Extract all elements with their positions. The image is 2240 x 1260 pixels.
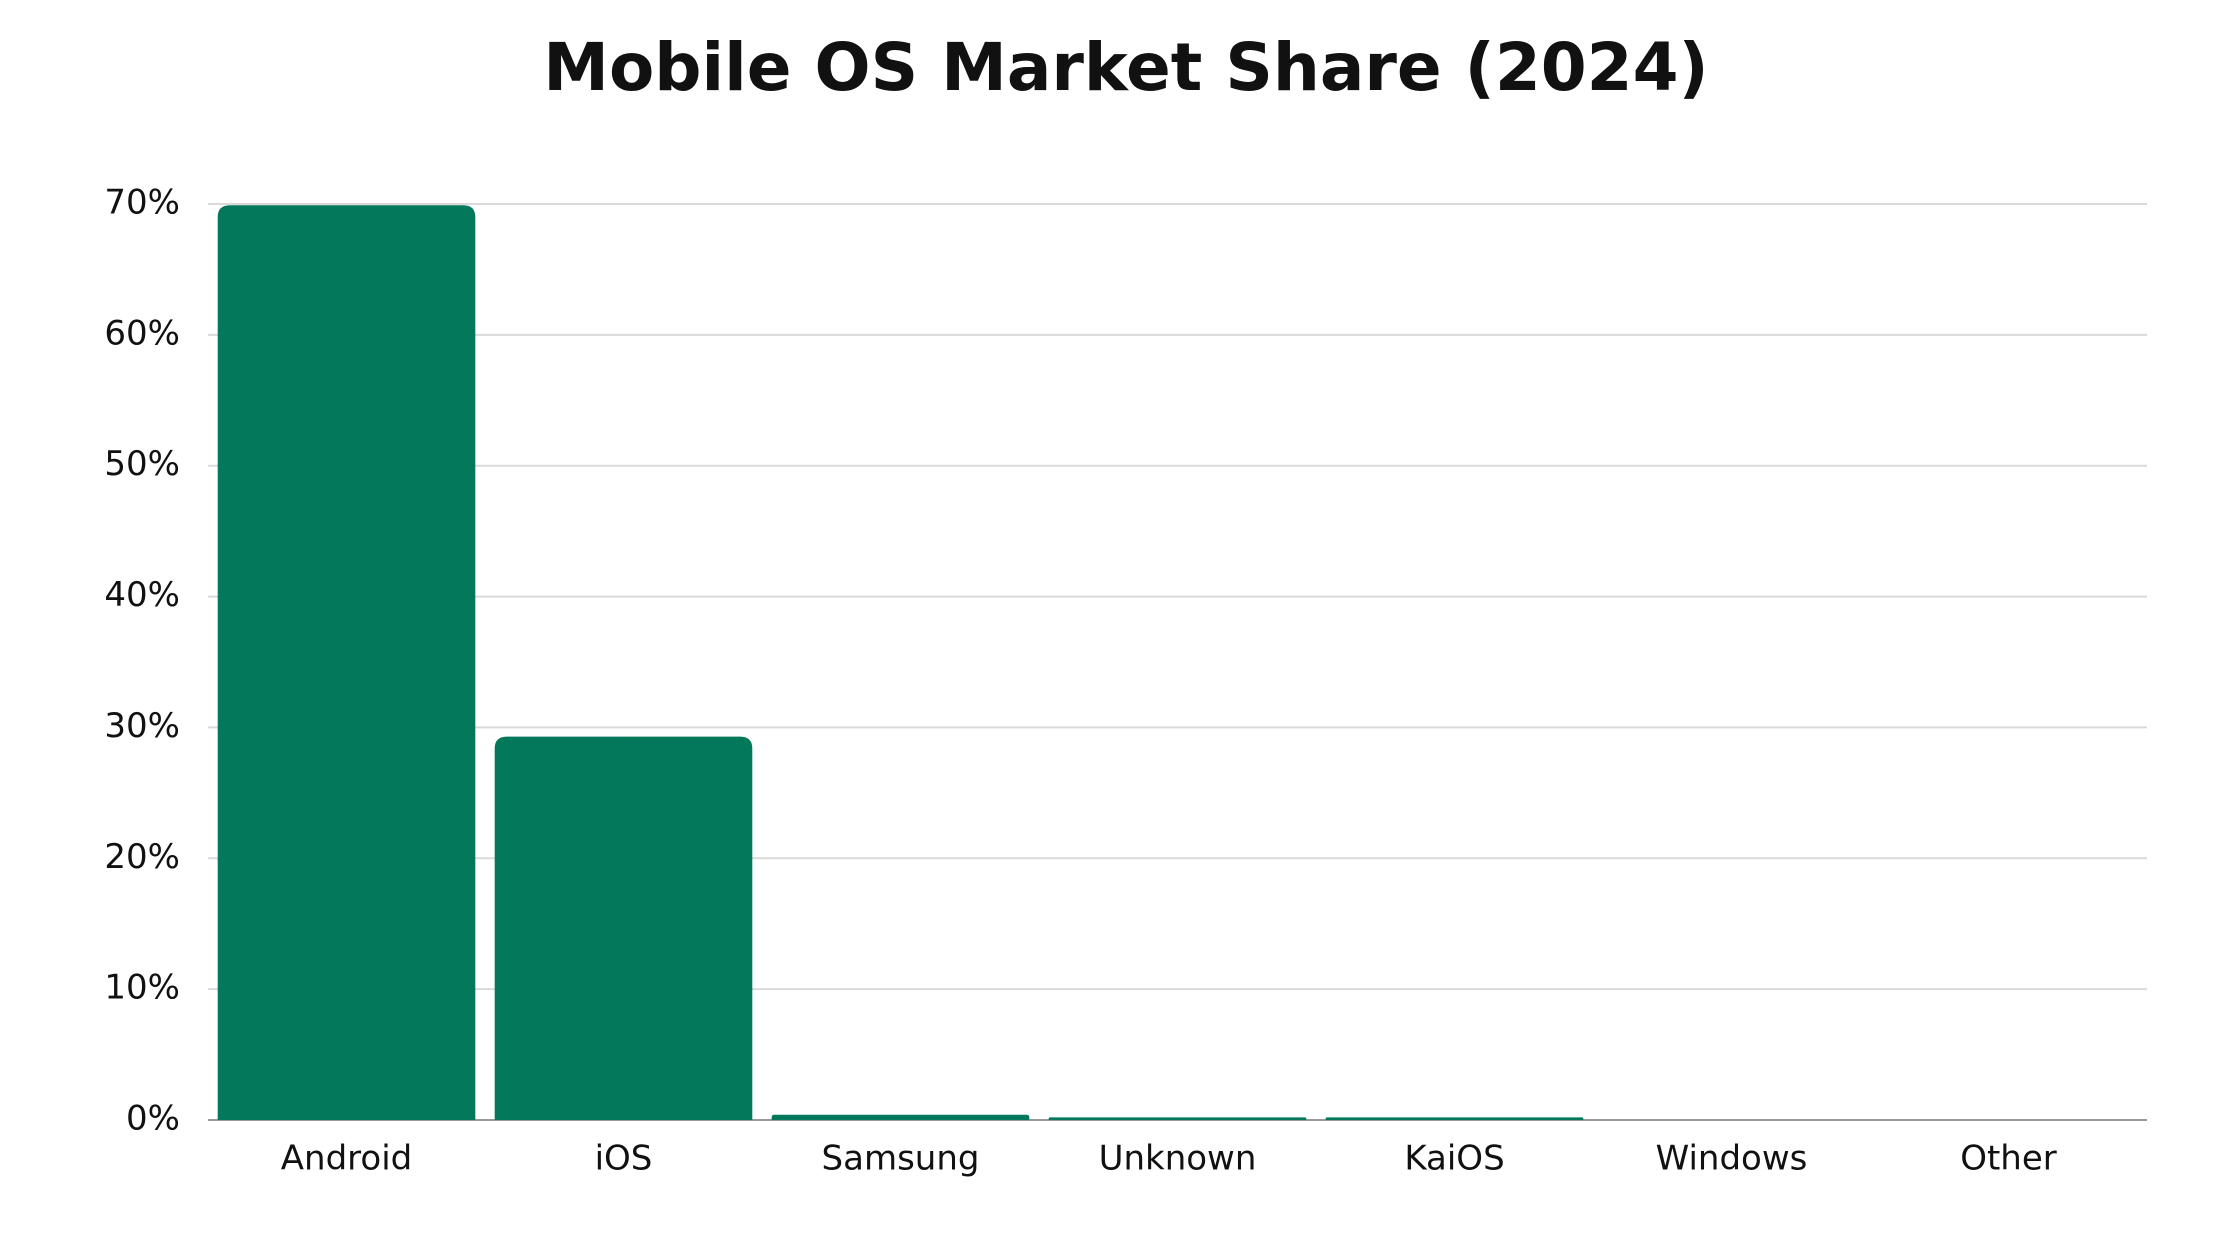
y-tick-label: 50% xyxy=(104,444,180,484)
y-tick-label: 40% xyxy=(104,575,180,615)
y-tick-label: 60% xyxy=(104,313,180,353)
y-tick-label: 20% xyxy=(104,837,180,877)
bar xyxy=(1325,1117,1584,1120)
x-tick-label: iOS xyxy=(595,1139,653,1179)
y-tick-label: 30% xyxy=(104,706,180,746)
y-tick-label: 0% xyxy=(126,1099,180,1139)
x-tick-label: Unknown xyxy=(1099,1139,1257,1179)
y-tick-label: 70% xyxy=(104,183,180,223)
x-tick-label: Windows xyxy=(1656,1139,1808,1179)
x-tick-label: Samsung xyxy=(822,1139,980,1179)
bar xyxy=(771,1114,1030,1120)
x-tick-label: Android xyxy=(281,1139,412,1179)
y-tick-label: 10% xyxy=(104,968,180,1008)
bar xyxy=(217,205,476,1120)
x-tick-label: Other xyxy=(1960,1139,2057,1179)
bar xyxy=(494,736,753,1120)
chart-title: Mobile OS Market Share (2024) xyxy=(543,29,1708,106)
x-tick-label: KaiOS xyxy=(1404,1139,1504,1179)
bar xyxy=(1048,1117,1307,1120)
